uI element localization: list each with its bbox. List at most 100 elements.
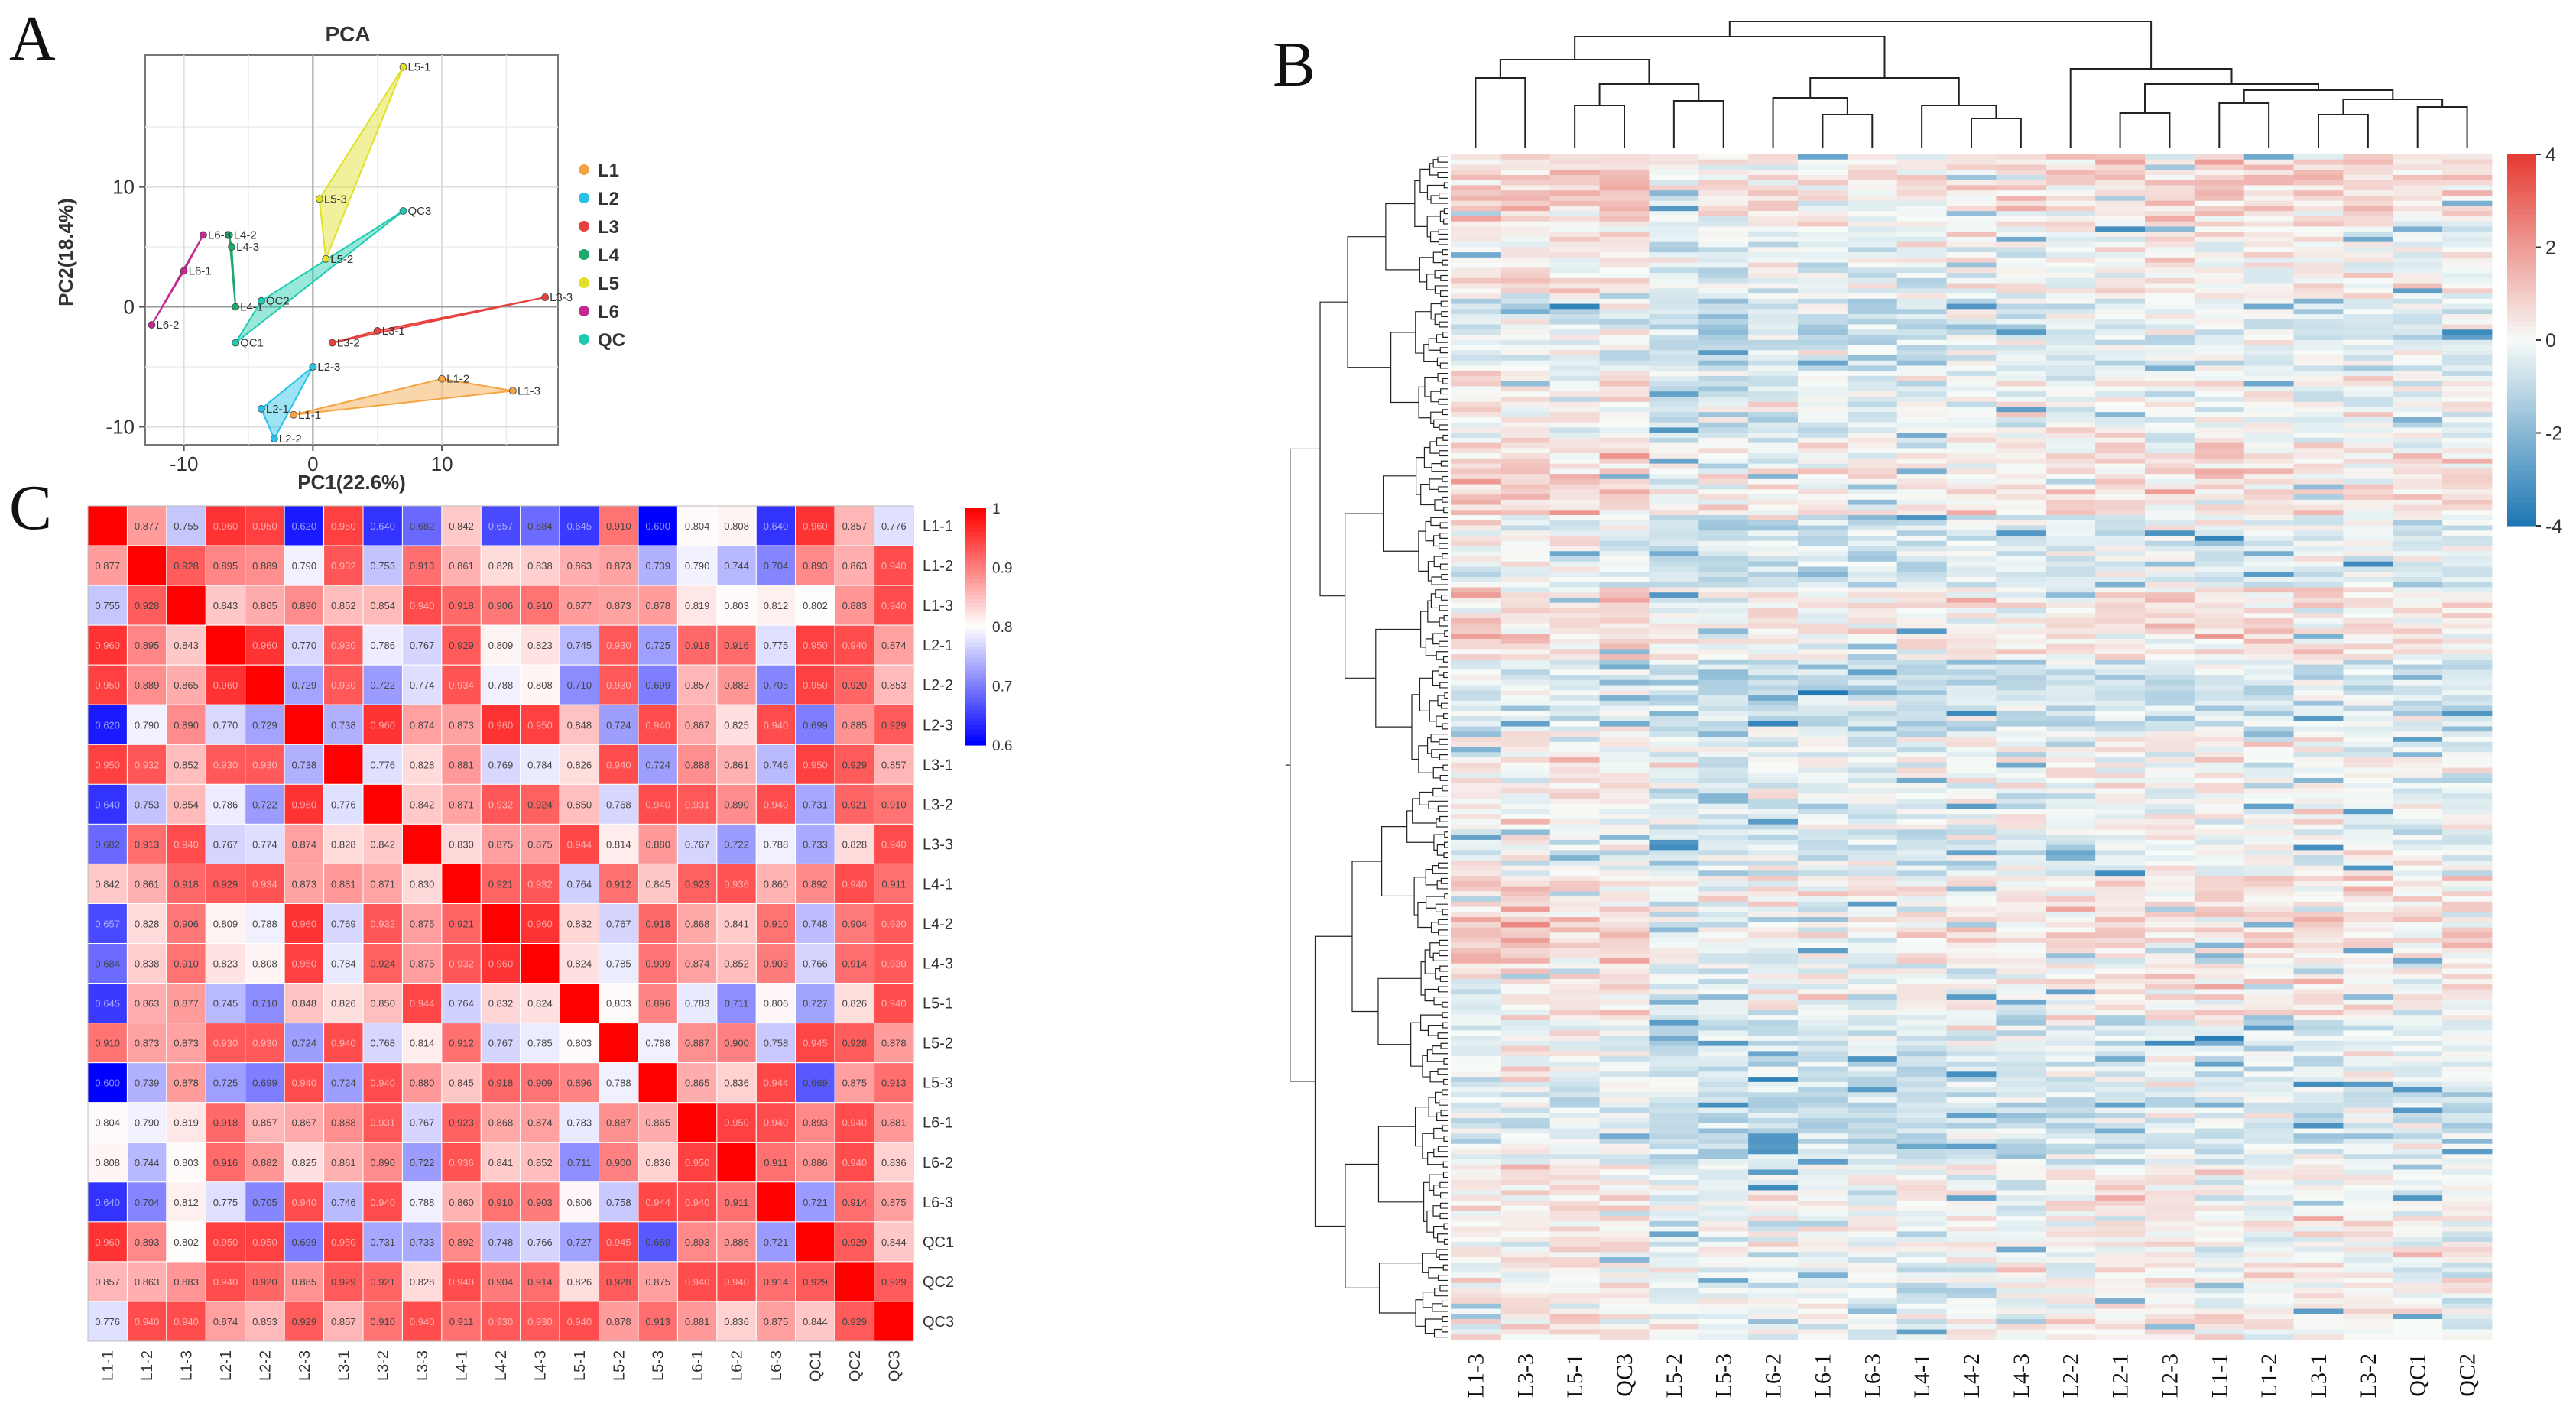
- heatmap-cell: [1946, 654, 1997, 660]
- heatmap-cell: [1847, 556, 1898, 562]
- heatmap-cell: [1748, 1185, 1799, 1191]
- heatmap-cell: [1698, 350, 1749, 356]
- heatmap-cell: [1549, 870, 1600, 877]
- heatmap-cell: [1549, 968, 1600, 974]
- heatmap-cell: [1946, 747, 1997, 753]
- heatmap-cell: [1500, 860, 1551, 866]
- heatmap-cell: [1500, 835, 1551, 841]
- row-dendrogram-branch: [1429, 942, 1440, 958]
- heatmap-cell: [1599, 391, 1650, 397]
- heatmap-cell: [1996, 324, 2046, 330]
- heatmap-cell: [2293, 705, 2344, 711]
- heatmap-cell: [1599, 1205, 1650, 1211]
- heatmap-cell: [1996, 1329, 2046, 1335]
- heatmap-cell: [1549, 273, 1600, 279]
- heatmap-cell: [2343, 597, 2393, 604]
- heatmap-cell: [2293, 319, 2344, 325]
- heatmap-cell: [2243, 433, 2294, 439]
- heatmap-cell: [2293, 236, 2344, 243]
- row-dendrogram-branch: [1390, 332, 1419, 404]
- heatmap-cell: [2194, 695, 2245, 702]
- heatmap-cell: [2293, 814, 2344, 820]
- heatmap-cell: [1896, 324, 1947, 330]
- heatmap-cell: [2393, 809, 2443, 815]
- heatmap-cell: [1599, 777, 1650, 784]
- heatmap-cell: [2343, 1195, 2393, 1201]
- heatmap-cell: [1896, 468, 1947, 475]
- heatmap-cell: [2393, 407, 2443, 413]
- heatmap-cell: [2343, 1102, 2393, 1108]
- heatmap-cell: [1996, 365, 2046, 371]
- heatmap-cell: [2095, 1128, 2146, 1134]
- heatmap-cell: [2343, 262, 2393, 268]
- heatmap-cell: [1896, 757, 1947, 763]
- heatmap-cell: [1748, 649, 1799, 655]
- pca-title: PCA: [325, 22, 370, 46]
- heatmap-cell: [2095, 1175, 2146, 1181]
- heatmap-cell: [2442, 241, 2493, 248]
- heatmap-cell: [2095, 685, 2146, 691]
- heatmap-cell: [2293, 200, 2344, 206]
- heatmap-cell: [1649, 561, 1699, 567]
- heatmap-cell: [1549, 195, 1600, 202]
- heatmap-cell: [1748, 206, 1799, 212]
- heatmap-cell: [1798, 546, 1848, 552]
- heatmap-cell: [1748, 876, 1799, 882]
- heatmap-cell: [1500, 1195, 1551, 1201]
- heatmap-cell: [1996, 767, 2046, 773]
- heatmap-cell: [1649, 752, 1699, 758]
- heatmap-cell: [1847, 700, 1898, 706]
- heatmap-cell: [1649, 335, 1699, 341]
- heatmap-cell: [1946, 942, 1997, 948]
- heatmap-cell: [1599, 335, 1650, 341]
- heatmap-cell: [1847, 1149, 1898, 1155]
- heatmap-cell: [2243, 1308, 2294, 1314]
- heatmap-cell: [1549, 1241, 1600, 1248]
- heatmap-cell: [1500, 345, 1551, 351]
- heatmap-cell: [1748, 303, 1799, 310]
- heatmap-cell: [1451, 690, 1501, 696]
- heatmap-cell: [2145, 200, 2195, 206]
- heatmap-cell: [2095, 283, 2146, 289]
- heatmap-cell: [1996, 1097, 2046, 1104]
- heatmap-cell: [1896, 206, 1947, 212]
- heatmap-cell: [1698, 1190, 1749, 1196]
- heatmap-cell: [2243, 942, 2294, 948]
- heatmap-cell: [1996, 468, 2046, 475]
- heatmap-cell: [2293, 643, 2344, 650]
- heatmap-cell: [1748, 1231, 1799, 1237]
- heatmap-cell: [1748, 664, 1799, 670]
- heatmap-cell: [2393, 1288, 2443, 1294]
- heatmap-cell: [2393, 664, 2443, 670]
- heatmap-cell: [1896, 1010, 1947, 1016]
- heatmap-cell: [2194, 1169, 2245, 1175]
- heatmap-cell: [1946, 556, 1997, 562]
- heatmap-cell: [1798, 1087, 1848, 1093]
- heatmap-cell: [2393, 705, 2443, 711]
- heatmap-cell: [1500, 1282, 1551, 1288]
- heatmap-cell: [2194, 643, 2245, 650]
- heatmap-cell: [2293, 773, 2344, 779]
- heatmap-cell: [2194, 659, 2245, 665]
- heatmap-cell: [2194, 999, 2245, 1006]
- heatmap-cell: [1946, 572, 1997, 578]
- heatmap-cell: [1748, 716, 1799, 722]
- heatmap-cell: [2293, 1334, 2344, 1340]
- row-dendrogram-branch: [1422, 1055, 1431, 1078]
- heatmap-cell: [1549, 190, 1600, 196]
- heatmap-cell: [2095, 1113, 2146, 1119]
- heatmap-cell: [1748, 927, 1799, 933]
- heatmap-cell: [2095, 515, 2146, 521]
- heatmap-cell: [2243, 335, 2294, 341]
- heatmap-cell: [2393, 540, 2443, 546]
- heatmap-cell: [2194, 484, 2245, 490]
- pca-x-axis-label: PC1(22.6%): [297, 471, 406, 494]
- row-dendrogram-branch: [1428, 338, 1441, 351]
- heatmap-cell: [2095, 1226, 2146, 1232]
- heatmap-cell: [2145, 576, 2195, 583]
- heatmap-cell: [1748, 1293, 1799, 1299]
- heatmap-cell: [1549, 685, 1600, 691]
- heatmap-cell: [1599, 721, 1650, 727]
- heatmap-cell: [2343, 1175, 2393, 1181]
- heatmap-cell: [1896, 948, 1947, 954]
